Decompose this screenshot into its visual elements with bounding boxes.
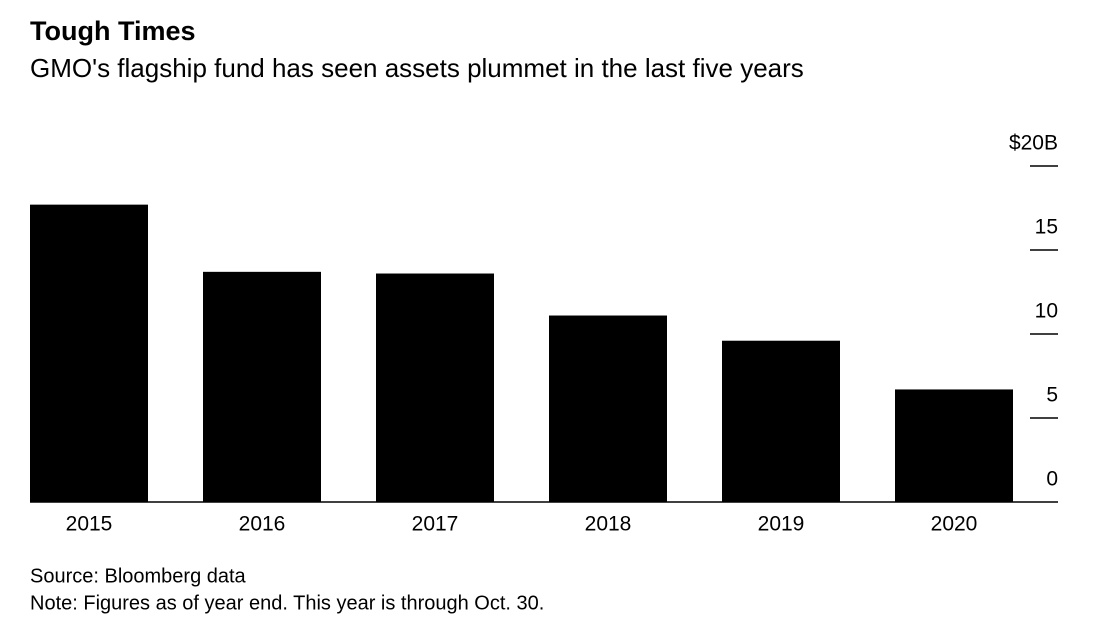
chart-subtitle: GMO's flagship fund has seen assets plum… (30, 53, 804, 83)
x-tick-label: 2017 (412, 513, 459, 536)
chart-title: Tough Times (30, 16, 196, 46)
x-tick-label: 2020 (931, 513, 978, 536)
x-tick-label: 2015 (66, 513, 113, 536)
bar (203, 271, 321, 502)
bar (895, 389, 1013, 502)
note: Note: Figures as of year end. This year … (30, 592, 544, 614)
y-tick-label: 10 (1035, 300, 1058, 323)
source: Source: Bloomberg data (30, 565, 247, 587)
x-tick-label: 2016 (239, 513, 286, 536)
bar (30, 204, 148, 502)
bar (549, 315, 667, 502)
bar (376, 273, 494, 502)
y-tick-label: $20B (1009, 132, 1058, 155)
x-tick-label: 2019 (758, 513, 805, 536)
y-tick-label: 0 (1046, 468, 1058, 491)
bar (722, 340, 840, 502)
y-tick-label: 5 (1046, 384, 1058, 407)
y-tick-label: 15 (1035, 216, 1058, 239)
x-tick-label: 2018 (585, 513, 632, 536)
